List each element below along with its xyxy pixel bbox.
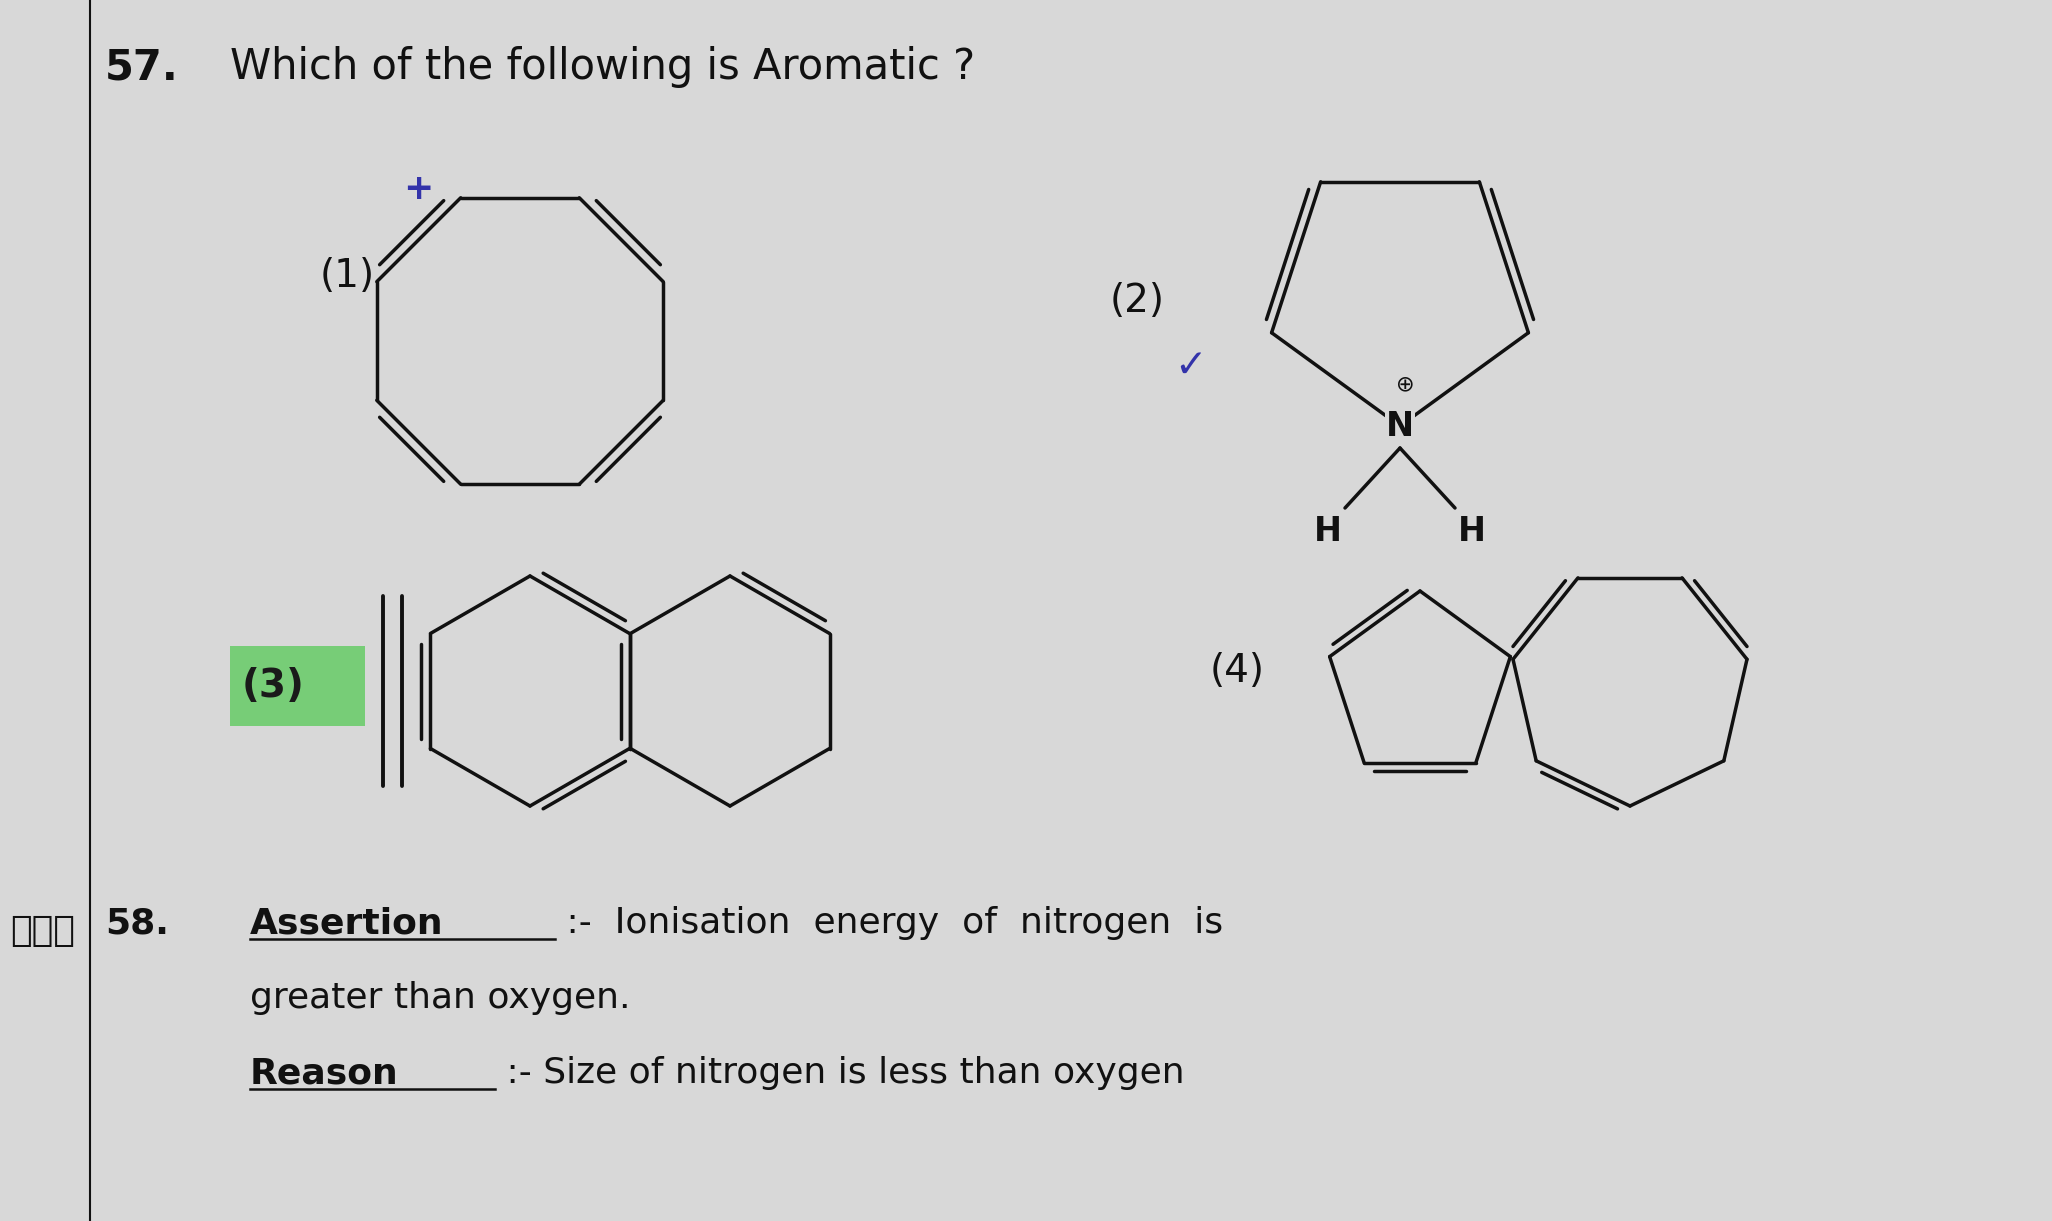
Text: 57.: 57.: [105, 46, 179, 88]
Text: N: N: [1385, 409, 1414, 442]
Text: (2): (2): [1110, 282, 1166, 320]
Text: :-  Ionisation  energy  of  nitrogen  is: :- Ionisation energy of nitrogen is: [554, 906, 1223, 940]
Text: धिक: धिक: [10, 915, 74, 947]
Text: :- Size of nitrogen is less than oxygen: :- Size of nitrogen is less than oxygen: [495, 1056, 1184, 1090]
Text: ⊕: ⊕: [1395, 374, 1414, 394]
Text: greater than oxygen.: greater than oxygen.: [250, 980, 630, 1015]
Text: (3): (3): [242, 667, 306, 705]
Text: H: H: [1313, 514, 1342, 547]
Text: +: +: [402, 172, 433, 206]
Text: (4): (4): [1211, 652, 1264, 690]
Text: (1): (1): [320, 256, 376, 295]
Text: Assertion: Assertion: [250, 906, 443, 940]
FancyBboxPatch shape: [230, 646, 365, 726]
Text: 58.: 58.: [105, 906, 168, 940]
Text: Which of the following is Aromatic ?: Which of the following is Aromatic ?: [230, 46, 975, 88]
Text: H: H: [1459, 514, 1486, 547]
Text: Reason: Reason: [250, 1056, 398, 1090]
Text: ✓: ✓: [1174, 347, 1207, 385]
